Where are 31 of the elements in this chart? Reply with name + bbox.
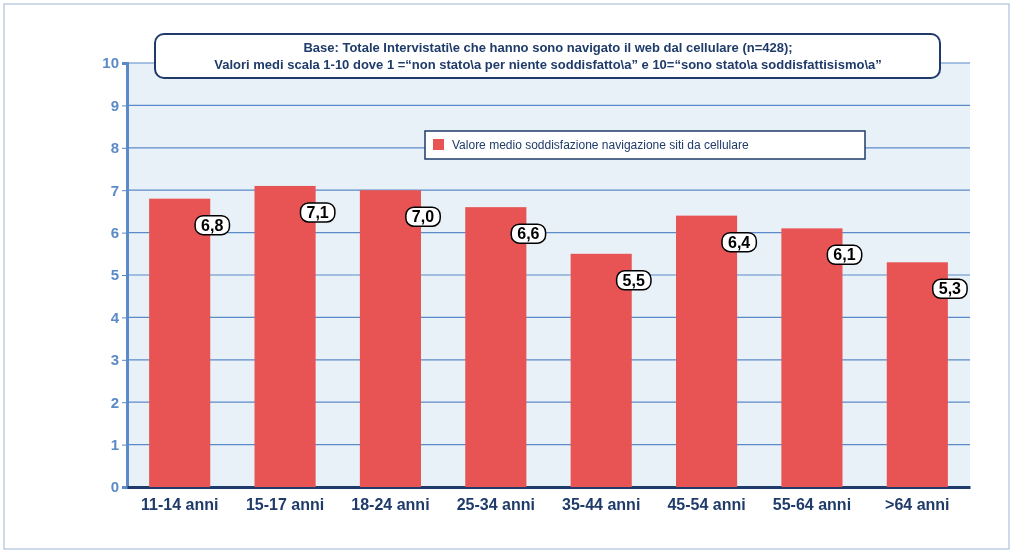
y-tick-label: 6 [110,223,119,241]
data-label: 6,1 [833,246,856,264]
y-tick-label: 2 [110,393,119,411]
data-label: 5,5 [622,271,645,289]
x-tick-label: 55-64 anni [772,496,852,514]
y-tick-label: 9 [110,96,119,114]
y-tick-label: 8 [110,139,119,157]
data-label: 7,0 [411,208,435,226]
x-tick-label: 25-34 anni [456,496,535,514]
data-label: 5,3 [938,280,962,298]
x-tick-label: 35-44 anni [562,496,641,514]
y-tick-label: 10 [102,54,119,72]
y-tick-label: 1 [110,435,119,453]
data-label: 7,1 [306,203,329,221]
y-tick-label: 0 [110,478,119,496]
chart-subtitle: Valori medi scala 1-10 dove 1 =“non stato\a per niente soddisfatto\a” e 10=“sono stato\a soddisfattisismo\a” [214,57,882,72]
x-tick-label: 15-17 anni [245,496,325,514]
chart-title: Base: Totale Intervistati\e che hanno sono navigato il web dal cellulare (n=428); [303,40,793,55]
x-tick-label: 45-54 anni [667,496,746,514]
legend-label: Valore medio soddisfazione navigazione siti da cellulare [452,138,749,152]
title-box: Base: Totale Intervistati\e che hanno sono navigato il web dal cellulare (n=428); Valori medi scala 1-10 dove 1 =“non stato\a per niente soddisfatto\a” e 10=“sono stato\a soddisfattisismo\a” [154,33,941,79]
x-tick-label: >64 anni [885,496,950,514]
x-tick-label: 18-24 anni [351,496,430,514]
y-tick-label: 5 [110,266,119,284]
x-tick-label: 11-14 anni [141,496,219,514]
data-label: 6,8 [201,216,224,234]
y-tick-label: 4 [110,308,120,326]
y-tick-label: 3 [110,351,119,369]
y-tick-label: 7 [110,181,119,199]
data-label: 6,4 [728,233,751,251]
data-label: 6,6 [517,225,540,243]
